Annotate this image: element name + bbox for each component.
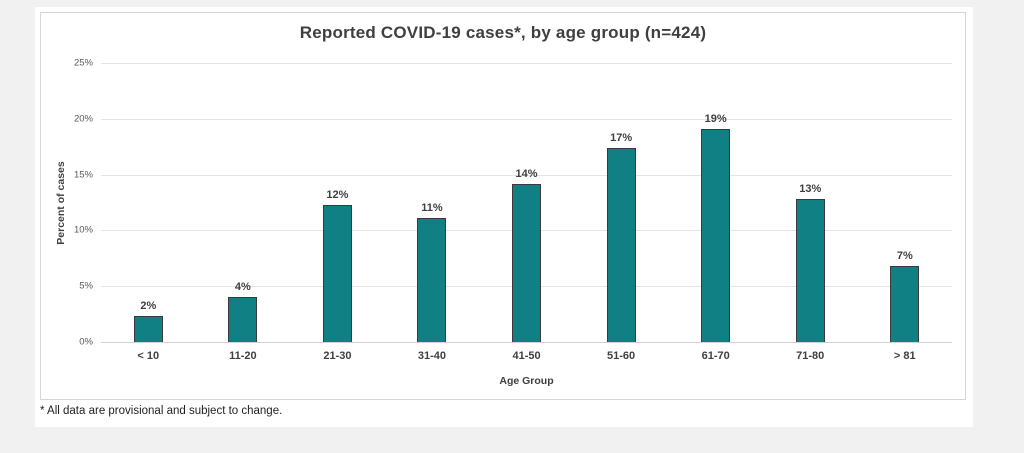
bar-slot: 2%	[101, 63, 196, 342]
x-tick-label: 21-30	[323, 350, 352, 362]
chart-footnote: * All data are provisional and subject t…	[40, 405, 283, 417]
x-axis-tick-labels: < 10 11-20 21-30 31-40 41-50 51-60 61-70 71-80 >…	[101, 350, 952, 362]
bar-value-label: 17%	[610, 131, 633, 144]
x-tick-label: 11-20	[229, 350, 257, 362]
x-tick-label: 31-40	[417, 350, 447, 362]
y-tick-label: 25%	[73, 57, 93, 69]
bar-value-label: 2%	[140, 300, 157, 313]
bar-value-label: 12%	[326, 188, 349, 201]
x-tick-label: > 81	[893, 350, 916, 362]
bar-51-60	[606, 147, 636, 342]
gridline-25	[101, 63, 952, 64]
y-tick-label: 15%	[73, 169, 93, 181]
bar-value-label: 11%	[421, 202, 443, 215]
bar-value-label: 19%	[704, 112, 727, 125]
bar-<10	[133, 316, 163, 342]
bar-31-40	[417, 218, 447, 342]
bar-11-20	[228, 297, 258, 342]
bar-slot: 19%	[668, 63, 763, 342]
bars-container: 2% 4% 12% 11% 14% 17% 19% 13% 7%	[101, 63, 952, 342]
bar-slot: 7%	[858, 63, 953, 342]
y-tick-label: 10%	[73, 224, 93, 236]
bar-value-label: 13%	[799, 183, 822, 196]
bar-41-50	[512, 183, 542, 342]
bar-slot: 4%	[196, 63, 291, 342]
bar-value-label: 14%	[515, 167, 538, 180]
x-axis-title: Age Group	[499, 375, 554, 387]
plot-area: 2% 4% 12% 11% 14% 17% 19% 13% 7%	[101, 63, 952, 343]
bar-value-label: 4%	[234, 281, 251, 294]
x-tick-label: 71-80	[796, 350, 825, 362]
content-panel: Reported COVID-19 cases*, by age group (…	[35, 7, 973, 427]
bar-slot: 13%	[763, 63, 858, 342]
gridline-15	[101, 174, 952, 176]
bar-slot: 11%	[385, 63, 480, 342]
y-tick-label: 0%	[79, 336, 93, 348]
gridline-20	[101, 118, 952, 120]
bar->81	[890, 266, 920, 342]
bar-21-30	[322, 204, 352, 342]
chart-card: Reported COVID-19 cases*, by age group (…	[40, 12, 966, 400]
bar-value-label: 7%	[896, 250, 913, 263]
gridline-0	[101, 342, 952, 343]
x-tick-label: < 10	[137, 350, 160, 362]
bar-61-70	[701, 128, 731, 342]
chart-title: Reported COVID-19 cases*, by age group (…	[299, 23, 707, 42]
y-tick-label: 5%	[79, 280, 93, 292]
bar-71-80	[795, 199, 825, 342]
bar-slot: 17%	[574, 63, 669, 342]
x-tick-label: 61-70	[701, 350, 730, 362]
y-tick-label: 20%	[73, 113, 93, 125]
bar-slot: 14%	[479, 63, 574, 342]
bar-slot: 12%	[290, 63, 385, 342]
x-tick-label: 51-60	[607, 350, 636, 362]
y-axis-tick-labels: 25% 20% 15% 10% 5% 0%	[41, 58, 93, 348]
x-tick-label: 41-50	[512, 350, 541, 362]
